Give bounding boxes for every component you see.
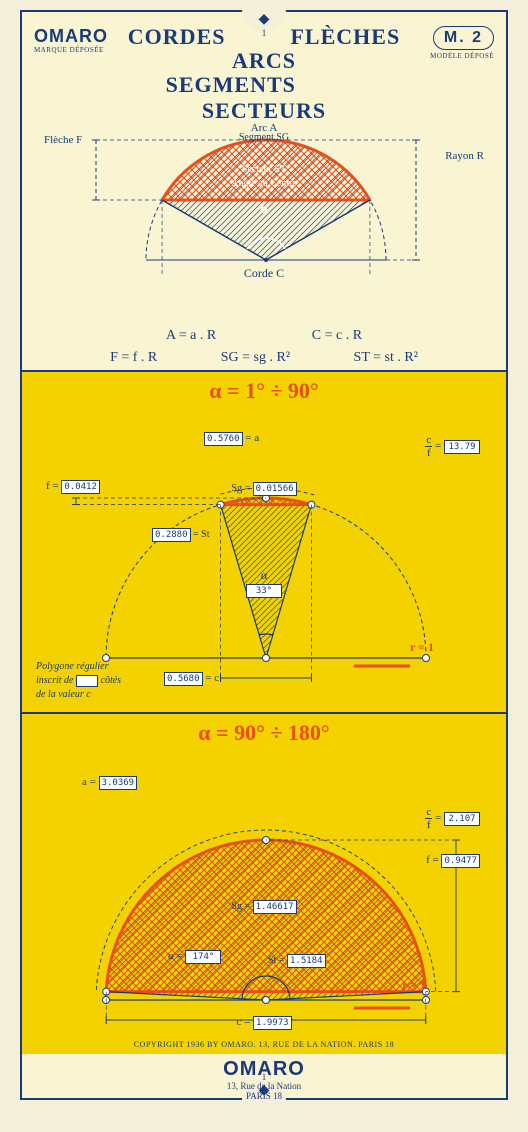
section-alpha-90-180: α = 90° ÷ 180° a = 3.0369 cf [22, 714, 506, 1054]
section2-title: α = 1° ÷ 90° [22, 378, 506, 404]
section-alpha-1-90: α = 1° ÷ 90° 0.5760 = a cf [22, 372, 506, 712]
eq-cf-2: = [435, 440, 444, 452]
slot-a-3: 3.0369 [99, 776, 138, 790]
formulas-block: A = a . R C = c . R F = f . R SG = sg . … [36, 328, 492, 366]
card: ◆ ◆ 1 1 OMARO MARQUE DÉPOSÉE M. 2 MODÈLE… [20, 10, 508, 1100]
slot-sg-2: 0.01566 [253, 482, 297, 496]
eq-sg-3: Sg = [231, 901, 252, 912]
title-cordes: CORDES [128, 24, 226, 49]
footer-brand: OMARO [22, 1058, 506, 1081]
slot-st-3: 1.5184 [287, 954, 326, 968]
eq-st-2: = St [193, 529, 209, 540]
eq-cf-3: = [435, 812, 444, 824]
eq-a-2: = a [245, 432, 259, 444]
label-corde: Corde C [22, 266, 506, 281]
label-secteur-l1: Secteur ST [22, 164, 506, 175]
label-secteur-l2: Angle au Centre [22, 178, 506, 189]
label-segment: Segment SG [22, 132, 506, 143]
polygon-slot-icon [76, 675, 98, 687]
brand-logo: OMARO [34, 26, 108, 47]
frac-c-f-3: cf [425, 806, 432, 831]
eq-a-3: a = [82, 776, 99, 788]
polygon-note-l2: inscrit de [36, 675, 74, 686]
slot-st-2: 0.2880 [152, 528, 191, 542]
slot-cf-3: 2.107 [444, 812, 480, 826]
eq-c-2: = c [205, 672, 219, 684]
r-eq-2: r = 1 [410, 640, 434, 654]
slot-cf-2: 13.79 [444, 440, 480, 454]
alpha-sym-3: α = [168, 950, 185, 962]
copyright: COPYRIGHT 1936 BY OMARO. 13, RUE DE LA N… [22, 1040, 506, 1056]
slot-f-3: 0.9477 [441, 854, 480, 868]
polygon-note: Polygone régulier inscrit de côtés de la… [36, 660, 121, 702]
formula-ST: ST = st . R² [354, 350, 418, 366]
title-segments: SEGMENTS [166, 72, 296, 97]
eq-sg-2: Sg = [231, 483, 252, 494]
polygon-note-l3: côtés [101, 675, 122, 686]
diagram-3-svg [36, 750, 496, 1040]
polygon-note-l4: de la valeur c [36, 689, 91, 700]
footer-addr1: 13, Rue de la Nation [22, 1081, 506, 1091]
frac-c-f-2: cf [425, 434, 432, 459]
eq-st-3: St = [268, 955, 287, 966]
formula-C: C = c . R [312, 328, 362, 344]
slot-alpha-2: 33° [246, 584, 282, 598]
model-sub: MODÈLE DÉPOSÉ [430, 52, 494, 60]
section-reference-diagram: Flèche F Rayon R Segment SG Secteur ST A… [22, 110, 506, 370]
eq-c-3: c = [236, 1016, 253, 1028]
polygon-note-l1: Polygone régulier [36, 661, 108, 672]
formula-A: A = a . R [166, 328, 216, 344]
label-alpha-1: α [22, 202, 506, 218]
eq-f-3: f = [426, 854, 441, 866]
title-fleches: FLÈCHES [290, 24, 400, 49]
slot-c-2: 0.5680 [164, 672, 203, 686]
label-rayon: Rayon R [445, 150, 484, 162]
section3-title: α = 90° ÷ 180° [22, 720, 506, 746]
formula-SG: SG = sg . R² [221, 350, 290, 366]
page: ◆ ◆ 1 1 OMARO MARQUE DÉPOSÉE M. 2 MODÈLE… [0, 0, 528, 1132]
slot-alpha-3: 174° [185, 950, 221, 964]
alpha-sym-2: α [261, 568, 267, 582]
footer-brand-block: OMARO 13, Rue de la Nation PARIS 18 [22, 1058, 506, 1101]
title-arcs: ARCS [112, 48, 416, 74]
model-badge: M. 2 [433, 26, 494, 50]
brand-sub: MARQUE DÉPOSÉE [34, 46, 104, 54]
r-eq-3: r = 1 [402, 978, 426, 992]
slot-c-3: 1.9973 [253, 1016, 292, 1030]
formula-F: F = f . R [110, 350, 157, 366]
slot-sg-3: 1.46617 [253, 900, 297, 914]
slot-a-2: 0.5760 [204, 432, 243, 446]
footer-addr2: PARIS 18 [22, 1091, 506, 1101]
